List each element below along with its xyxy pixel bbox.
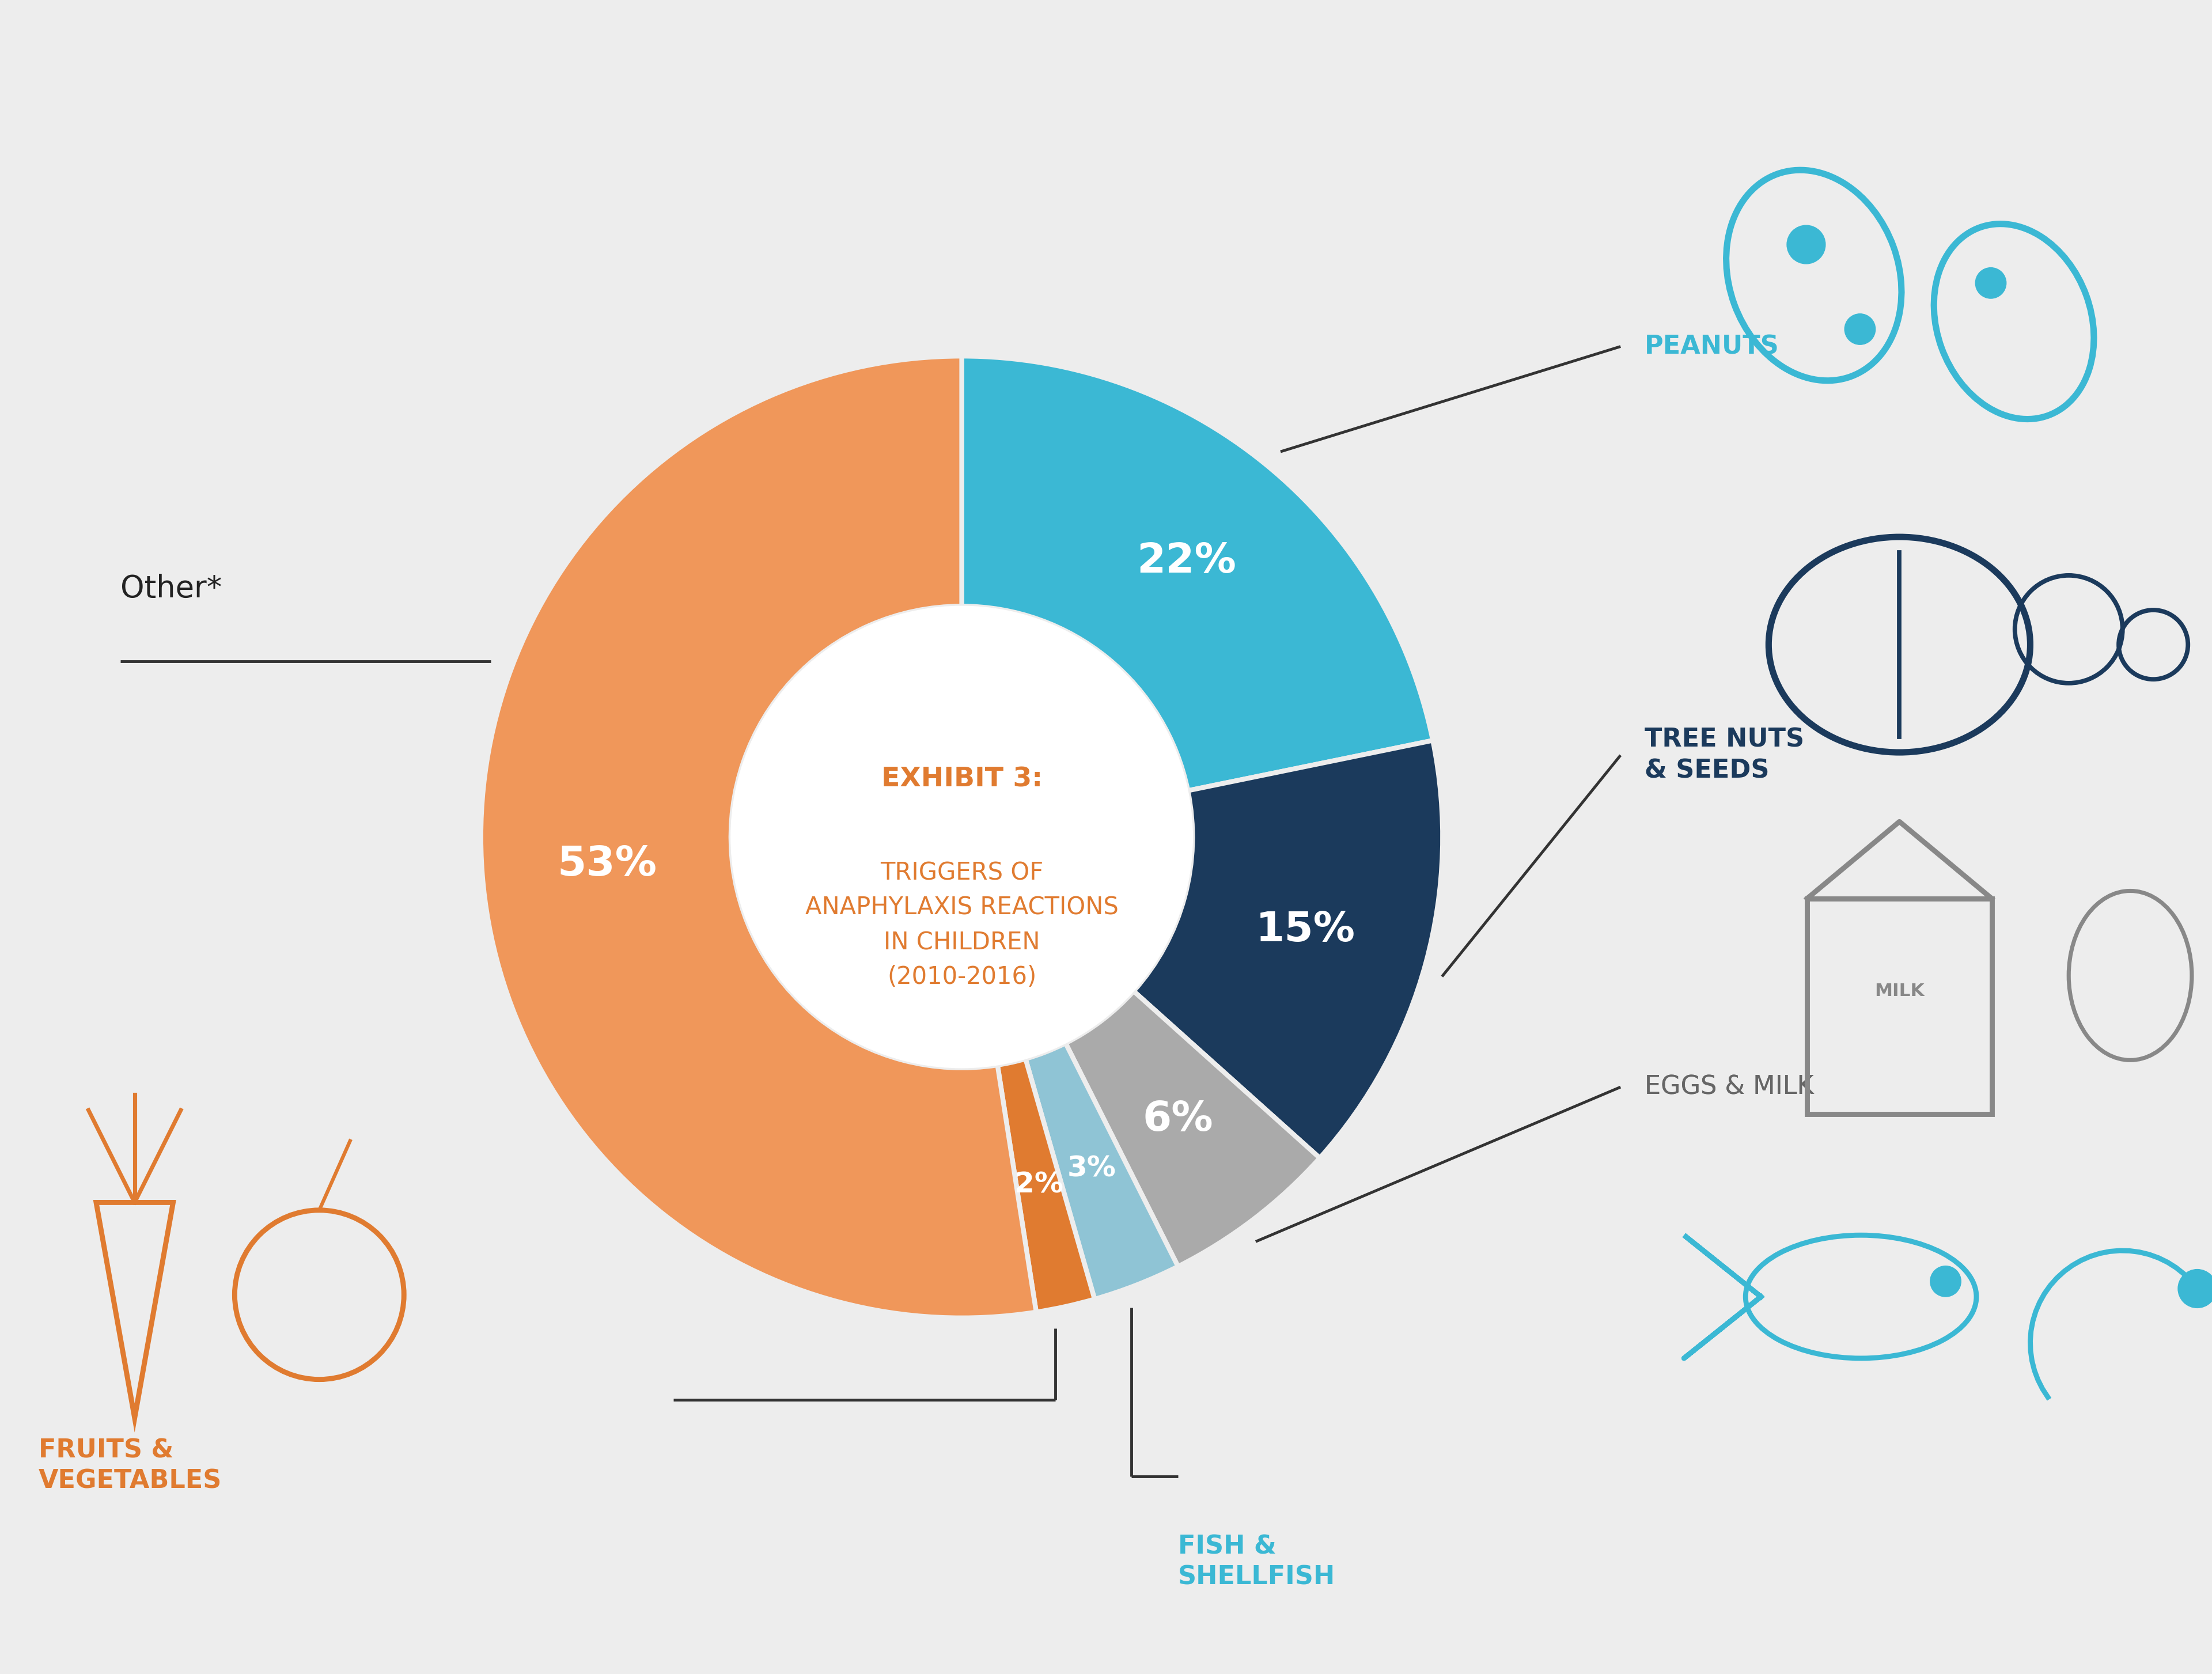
Circle shape bbox=[1975, 268, 2006, 298]
Circle shape bbox=[730, 606, 1192, 1068]
Wedge shape bbox=[1066, 991, 1321, 1267]
Text: 15%: 15% bbox=[1256, 911, 1356, 949]
Wedge shape bbox=[1026, 1043, 1179, 1299]
Wedge shape bbox=[1133, 740, 1442, 1158]
Text: PEANUTS: PEANUTS bbox=[1644, 335, 1778, 358]
Text: FISH &
SHELLFISH: FISH & SHELLFISH bbox=[1179, 1535, 1336, 1590]
Circle shape bbox=[1787, 226, 1825, 264]
Wedge shape bbox=[998, 1060, 1095, 1312]
Text: 53%: 53% bbox=[557, 845, 657, 884]
Text: EXHIBIT 3:: EXHIBIT 3: bbox=[880, 767, 1042, 792]
Text: 6%: 6% bbox=[1144, 1100, 1214, 1140]
Text: EGGS & MILK: EGGS & MILK bbox=[1644, 1075, 1814, 1100]
Circle shape bbox=[2179, 1269, 2212, 1307]
Text: EGGS & MILK: EGGS & MILK bbox=[1644, 1075, 1814, 1100]
Text: 2%: 2% bbox=[1013, 1170, 1064, 1199]
Text: FRUITS &
VEGETABLES: FRUITS & VEGETABLES bbox=[38, 1438, 221, 1493]
Wedge shape bbox=[480, 357, 1035, 1317]
Wedge shape bbox=[962, 357, 1433, 790]
Text: TRIGGERS OF
ANAPHYLAXIS REACTIONS
IN CHILDREN
(2010-2016): TRIGGERS OF ANAPHYLAXIS REACTIONS IN CHI… bbox=[805, 860, 1119, 989]
Text: 22%: 22% bbox=[1137, 541, 1237, 581]
Text: Other*: Other* bbox=[119, 574, 221, 604]
Text: MILK: MILK bbox=[1874, 983, 1924, 999]
Circle shape bbox=[1931, 1266, 1962, 1297]
Circle shape bbox=[1845, 313, 1876, 345]
Text: TREE NUTS
& SEEDS: TREE NUTS & SEEDS bbox=[1644, 728, 1805, 783]
Text: 3%: 3% bbox=[1066, 1155, 1115, 1182]
